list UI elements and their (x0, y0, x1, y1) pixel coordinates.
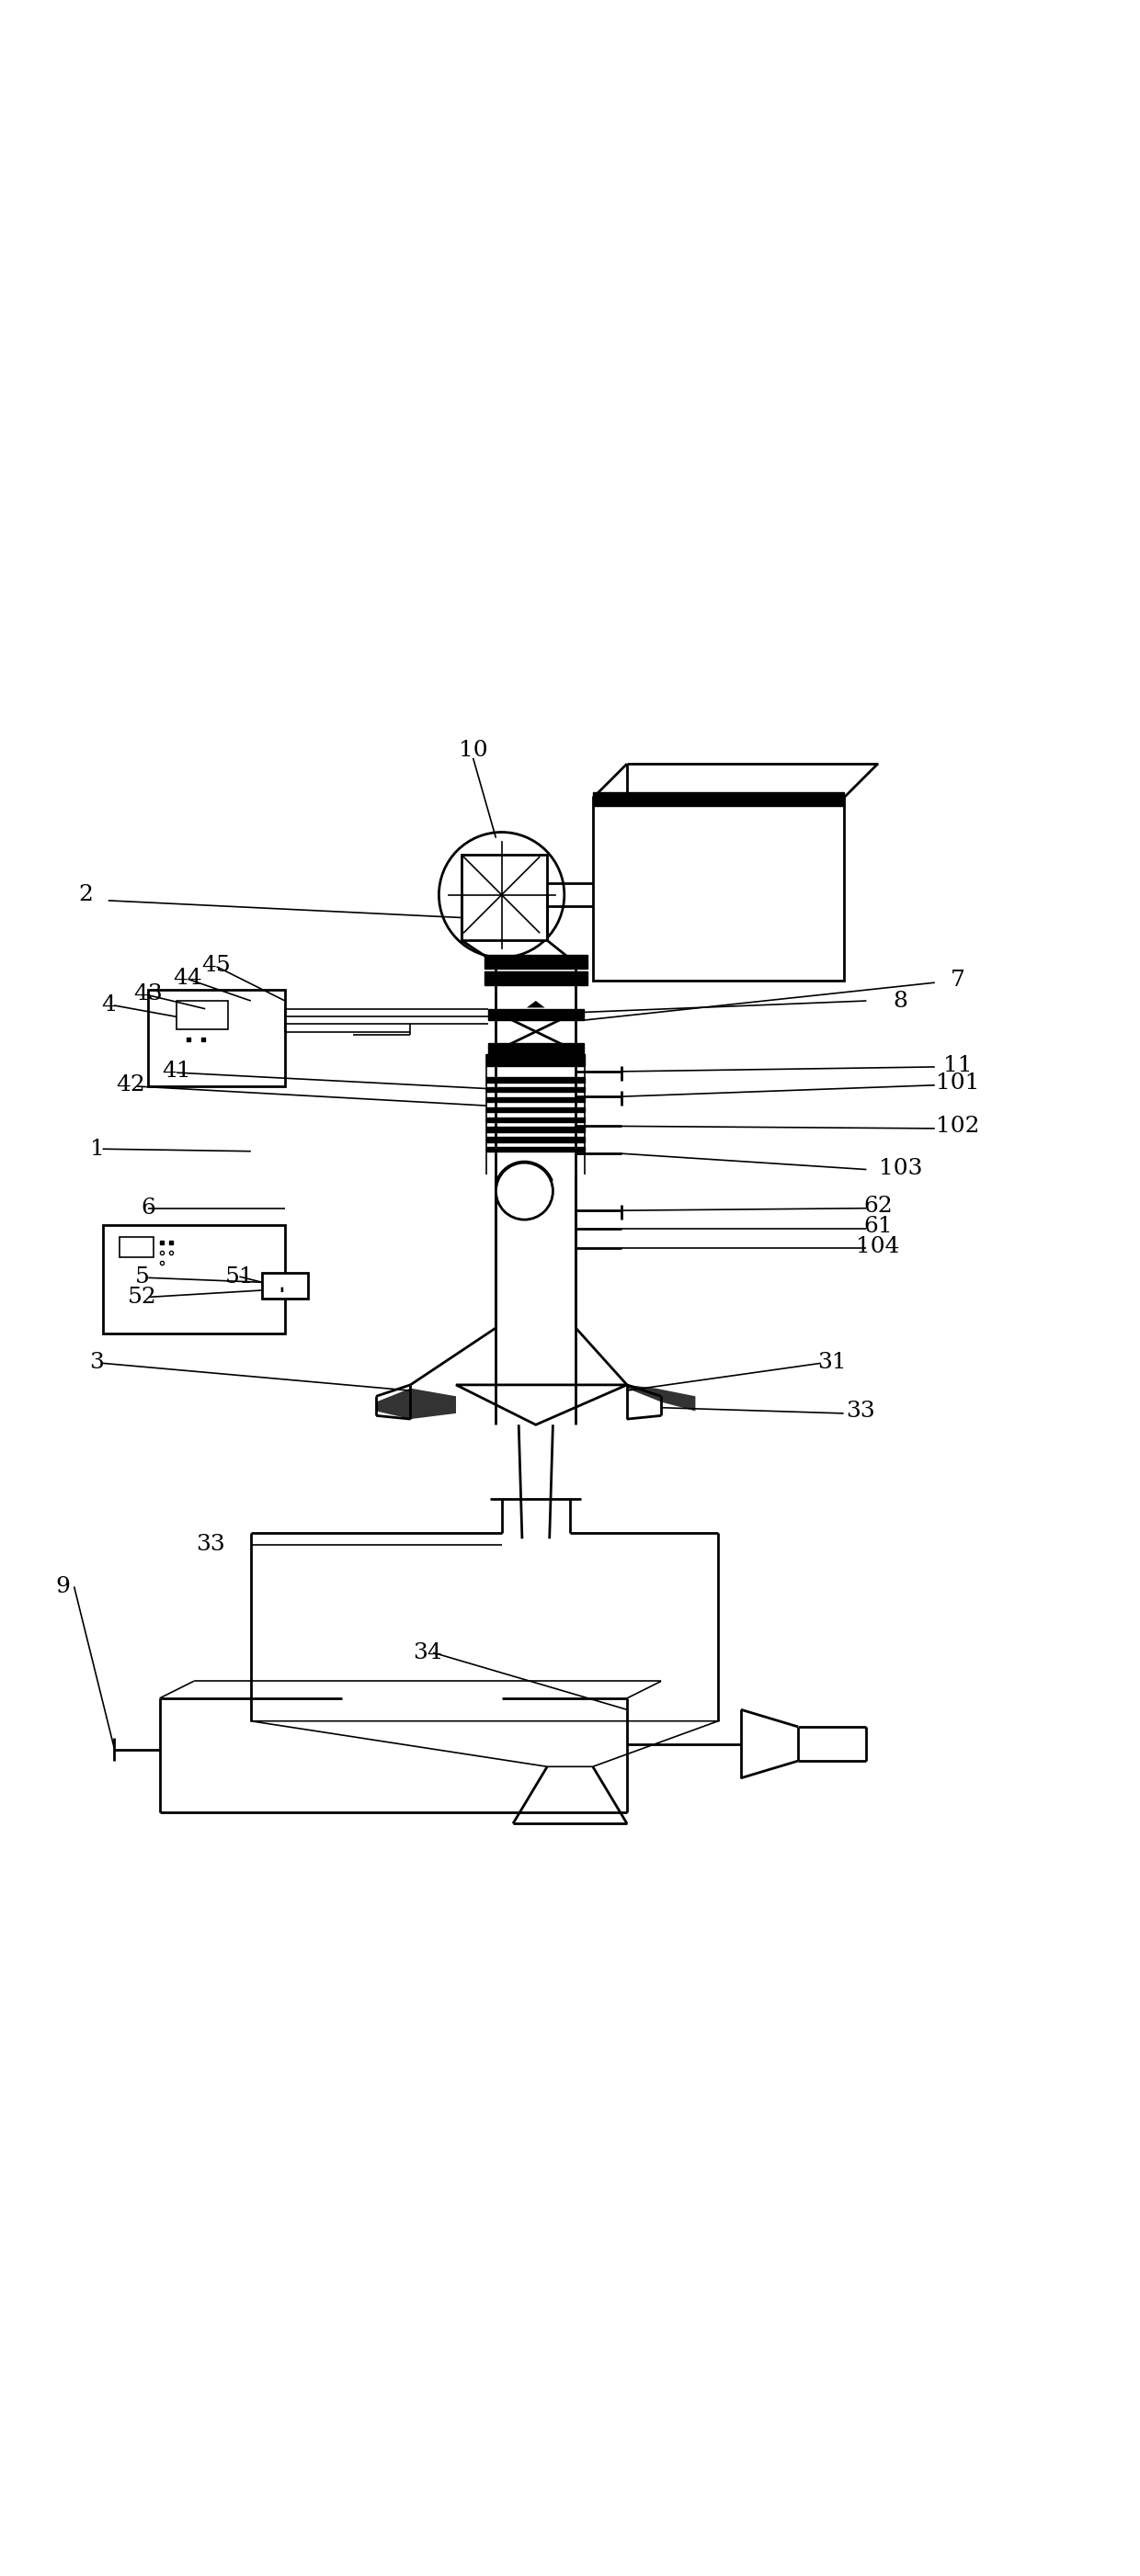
Bar (593, 793, 844, 806)
Text: 4: 4 (101, 994, 115, 1015)
Bar (487, 1118, 585, 1123)
Bar (262, 1273, 308, 1298)
Text: 41: 41 (162, 1061, 192, 1082)
Polygon shape (376, 1388, 456, 1419)
Text: 11: 11 (943, 1056, 972, 1077)
Text: 103: 103 (879, 1157, 922, 1180)
Text: 9: 9 (56, 1577, 70, 1597)
Polygon shape (251, 1721, 718, 1767)
Text: 101: 101 (936, 1072, 979, 1092)
Bar (487, 1108, 585, 1113)
Text: 34: 34 (413, 1641, 442, 1664)
Bar (484, 956, 587, 969)
Text: 8: 8 (894, 989, 907, 1012)
Bar (120, 1236, 154, 1257)
Text: 51: 51 (225, 1265, 254, 1288)
Bar (488, 1010, 584, 1020)
Text: 33: 33 (196, 1533, 226, 1556)
Polygon shape (456, 1386, 627, 1425)
Bar (148, 989, 285, 1087)
Text: 7: 7 (951, 969, 964, 992)
Text: 10: 10 (458, 739, 488, 760)
Text: 102: 102 (936, 1115, 979, 1136)
Text: 3: 3 (90, 1352, 104, 1373)
Bar (177, 1002, 228, 1030)
Text: 42: 42 (116, 1074, 146, 1095)
Text: 62: 62 (863, 1195, 893, 1216)
Polygon shape (527, 1002, 545, 1007)
Bar (484, 971, 587, 984)
Polygon shape (627, 1386, 695, 1412)
Text: 43: 43 (133, 984, 163, 1005)
Text: 33: 33 (846, 1401, 876, 1422)
Bar (487, 1054, 585, 1066)
Circle shape (496, 1162, 553, 1218)
Bar (103, 1226, 285, 1334)
Bar (487, 1136, 585, 1141)
Text: 52: 52 (128, 1285, 157, 1309)
Text: 61: 61 (863, 1216, 893, 1236)
Bar (487, 1097, 585, 1103)
Bar (487, 1128, 585, 1131)
Text: 2: 2 (79, 884, 92, 904)
Text: ▮: ▮ (279, 1285, 284, 1293)
Text: 31: 31 (817, 1352, 847, 1373)
Bar (487, 1077, 585, 1082)
Bar (488, 1043, 584, 1054)
Text: 1: 1 (90, 1139, 104, 1159)
Text: 6: 6 (141, 1198, 155, 1218)
Bar (487, 1087, 585, 1092)
Bar (462, 855, 547, 940)
Text: 5: 5 (136, 1265, 149, 1288)
Text: 104: 104 (856, 1236, 899, 1257)
Text: 44: 44 (173, 969, 203, 989)
Bar (593, 799, 844, 981)
Text: 45: 45 (202, 956, 231, 976)
Bar (487, 1146, 585, 1151)
